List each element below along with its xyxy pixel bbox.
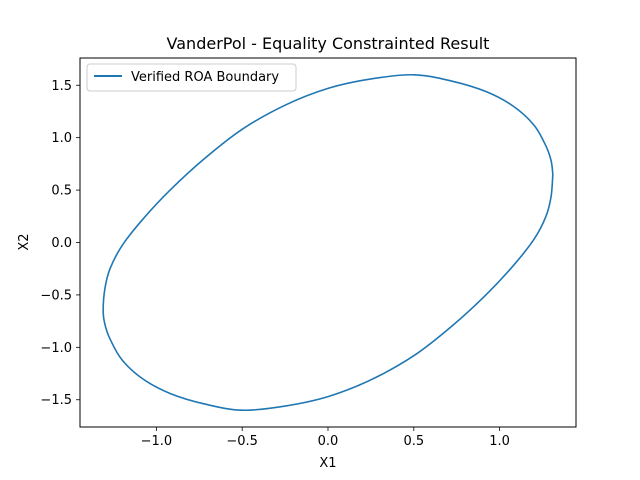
x-axis-ticks: −1.0 −0.5 0.0 0.5 1.0 [141,427,510,449]
x-tick-label: 1.0 [489,434,510,449]
x-tick-label: 0.0 [318,434,339,449]
legend-box [86,63,297,92]
y-tick-label: 1.5 [51,79,72,94]
x-axis-label: X1 [319,456,336,471]
chart-title: VanderPol - Equality Constrainted Result [167,34,490,53]
x-tick-label: −0.5 [226,434,258,449]
x-tick-label: −1.0 [141,434,173,449]
x-tick-label: 0.5 [403,434,424,449]
legend: Verified ROA Boundary [86,63,297,92]
series-line-roa-boundary [102,73,554,412]
legend-entry-label: Verified ROA Boundary [131,70,279,85]
y-tick-label: −0.5 [40,288,72,303]
y-tick-label: 1.0 [51,131,72,146]
y-tick-label: 0.0 [51,236,72,251]
series-layer [102,73,554,412]
y-axis-label: X2 [17,233,32,250]
y-tick-label: 0.5 [51,184,72,199]
y-tick-label: −1.5 [40,393,72,408]
y-axis-ticks: −1.5 −1.0 −0.5 0.0 0.5 1.0 1.5 [40,79,80,408]
y-tick-label: −1.0 [40,341,72,356]
